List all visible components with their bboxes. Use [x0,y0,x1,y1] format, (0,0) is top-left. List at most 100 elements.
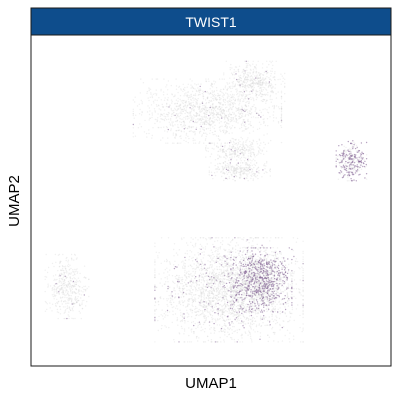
cell-point [220,98,222,100]
cell-point [225,261,228,263]
cell-point [217,138,220,140]
cell-point [181,126,183,128]
cell-point [247,114,250,117]
cell-point [289,290,292,292]
cell-point [237,100,239,102]
cell-point [199,103,201,105]
cell-point [236,81,239,83]
cell-point [258,169,260,172]
cell-point [341,160,344,163]
cell-point [230,322,233,324]
cell-point [245,98,247,100]
cell-point [220,341,222,343]
cell-point [166,131,169,133]
cell-point [179,309,181,311]
cell-point [198,114,201,117]
cell-point [271,60,274,62]
cell-point [258,85,260,87]
cell-point [203,118,205,121]
cell-point [260,249,262,252]
cell-point [173,289,175,291]
cell-point [182,296,185,298]
cell-point [357,161,359,163]
cell-point [267,334,269,336]
cell-point [246,297,248,299]
cell-point [258,127,261,130]
cell-point [299,268,301,270]
cell-point [162,106,165,108]
cell-point [231,239,234,241]
cell-point [180,130,182,132]
cell-point [187,244,189,246]
cell-point [201,108,203,110]
cell-point [225,270,227,272]
cell-point [302,313,304,316]
cell-point [182,278,184,280]
cell-point [167,142,169,144]
cell-point [199,253,201,255]
cell-point [269,94,272,97]
cell-point [224,133,226,135]
cell-point [184,127,187,129]
cell-point [273,105,276,108]
cell-point [211,106,213,108]
cell-point [232,147,234,150]
cell-point [157,257,159,259]
cell-point [347,175,349,177]
cell-point [242,313,244,316]
cell-point [347,140,349,143]
cell-point [198,107,200,109]
cell-point [183,330,186,332]
cell-point [190,110,192,113]
cell-point [189,249,191,252]
cell-point [227,262,230,264]
cell-point [239,113,241,115]
cell-point [242,256,244,259]
cell-point [213,127,216,130]
cell-point [255,92,257,95]
cell-point [204,120,207,122]
cell-point [200,237,202,239]
cell-point [200,274,203,276]
cell-point [214,159,217,161]
cell-point [210,237,212,239]
cell-point [205,123,208,126]
cell-point [235,70,237,73]
cell-point [177,124,179,126]
cell-point [231,332,234,334]
cell-point [289,319,291,321]
cell-point [245,149,247,151]
cell-point [358,170,360,172]
cell-point [198,321,201,323]
cell-point [185,306,187,308]
cell-point [219,248,221,250]
cell-point [211,90,213,92]
cell-point [172,125,174,127]
cell-point [247,145,249,147]
cell-point [247,102,250,105]
cell-point [217,310,220,312]
cell-point [230,114,233,116]
cell-point [219,139,221,141]
cell-point [194,317,196,320]
cell-point [242,142,244,144]
cell-point [280,291,282,293]
cell-point [345,163,347,165]
cell-point [360,142,363,144]
cell-point [224,291,226,293]
cell-point [199,111,202,113]
cell-point [244,128,246,130]
cell-point [203,331,206,333]
cell-point [196,113,198,115]
cell-point [200,290,202,293]
cell-point [186,112,189,114]
cell-point [248,172,251,174]
cell-point [235,259,237,261]
cell-point [237,165,240,168]
cell-point [198,118,200,120]
cell-point [253,301,255,303]
cell-point [205,80,207,82]
cell-point [178,281,180,283]
cell-point [177,126,179,128]
cell-point [216,253,218,255]
